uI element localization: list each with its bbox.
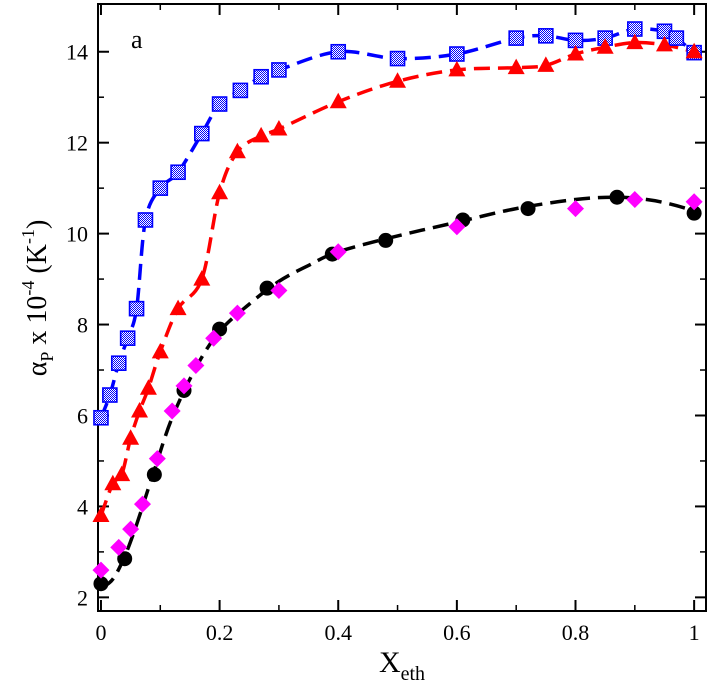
black-circles-point <box>686 205 702 221</box>
x-axis-title-sub: eth <box>401 663 425 685</box>
blue-squares-point <box>668 30 685 46</box>
magenta-diamonds-point <box>163 402 181 420</box>
magenta-diamonds-point <box>626 191 644 209</box>
black-circles-point <box>93 576 109 592</box>
red-triangles-point <box>122 429 140 445</box>
red-triangles-point <box>448 60 466 77</box>
red-triangles-point <box>151 342 169 359</box>
magenta-diamonds-point <box>228 304 246 322</box>
red-triangles-point <box>329 92 347 109</box>
y-axis-title-mid: x 10 <box>22 296 53 352</box>
blue-squares-point <box>93 409 109 426</box>
magenta-diamonds-point <box>270 281 288 299</box>
red-triangles-point <box>211 183 229 200</box>
blue-squares-point <box>119 330 136 346</box>
x-tick-label: 0 <box>95 620 106 645</box>
magenta-diamonds-point <box>133 495 151 513</box>
blue-squares-point <box>211 96 228 112</box>
blue-squares-point <box>449 46 465 62</box>
black-circles-point <box>378 232 394 248</box>
y-tick-label: 8 <box>77 313 88 338</box>
panel-label: a <box>131 25 143 54</box>
x-axis-title: Xeth <box>379 646 425 685</box>
blue-squares-point <box>128 300 145 317</box>
y-tick-label: 14 <box>66 40 88 65</box>
red-triangles-point <box>113 465 131 482</box>
blue-squares-point <box>508 30 524 46</box>
black-circles-point <box>520 201 536 217</box>
black-circles-point <box>117 551 133 567</box>
plot-background <box>97 3 707 612</box>
blue-squares-point <box>137 212 154 228</box>
blue-squares-point <box>232 82 249 99</box>
blue-squares-point <box>389 50 406 67</box>
magenta-diamonds-point <box>92 561 110 579</box>
y-axis-title-sub: P <box>37 352 57 362</box>
y-tick-label: 6 <box>77 403 88 428</box>
black-circles-point <box>609 189 625 205</box>
magenta-diamonds-point <box>175 377 193 395</box>
red-triangles-point <box>131 401 149 418</box>
magenta-diamonds-point <box>110 538 128 556</box>
blue-squares-point <box>110 355 127 371</box>
plot-frame <box>97 3 707 612</box>
red-triangles-point <box>685 42 703 59</box>
red-triangles-point <box>537 56 555 72</box>
magenta-diamonds-point <box>122 520 140 538</box>
black-circles-point <box>146 467 162 483</box>
blue-squares-point <box>538 28 554 44</box>
y-axis-title-unit-open: (K <box>22 244 53 281</box>
red-triangles-point <box>193 270 211 286</box>
red-triangles-point <box>389 72 407 88</box>
y-tick-label: 12 <box>66 131 88 156</box>
y-axis-title-exp: -4 <box>18 281 38 296</box>
red-triangles-point <box>252 126 270 143</box>
y-axis-title: αP x 10-4 (K-1) <box>18 220 57 377</box>
y-tick-label: 4 <box>77 494 88 519</box>
blue-squares-point <box>194 125 210 142</box>
data-series <box>92 21 703 592</box>
y-axis-title-unit-close: ) <box>22 220 53 229</box>
y-tick-label: 10 <box>66 222 88 247</box>
y-axis-title-unit-exp: -1 <box>18 229 38 244</box>
black-circles-point <box>259 280 275 296</box>
magenta-diamonds-point <box>148 450 166 468</box>
red-triangles-point <box>169 299 187 316</box>
red-triangles-point <box>626 33 644 50</box>
magenta-diamonds-point <box>329 243 347 261</box>
y-axis-title-symbol: α <box>22 361 53 376</box>
red-triangles-point <box>139 379 157 395</box>
blue-squares-point <box>253 68 269 85</box>
magenta-diamonds-point <box>205 329 223 347</box>
x-tick-label: 0.8 <box>562 620 590 645</box>
blue-squares-point <box>271 62 287 78</box>
red-triangles-point <box>596 38 614 54</box>
y-tick-label: 2 <box>77 585 88 610</box>
red-triangles-point <box>655 35 673 52</box>
red-triangles-point <box>228 142 246 159</box>
magenta-diamonds-point <box>448 218 466 236</box>
red-triangles-point <box>92 506 110 523</box>
blue-squares-point <box>152 180 169 196</box>
x-axis-title-main: X <box>379 646 401 679</box>
blue-squares-point <box>170 164 186 181</box>
red-triangles-point <box>104 474 122 491</box>
axis-ticks <box>98 4 706 611</box>
x-tick-label: 1 <box>689 620 700 645</box>
red-triangles-point <box>567 45 585 61</box>
x-tick-label: 0.6 <box>443 620 471 645</box>
blue-squares-point <box>330 43 347 60</box>
blue-squares-point <box>102 387 118 403</box>
magenta-diamonds-point <box>187 356 205 374</box>
red-triangles-point <box>507 58 525 75</box>
magenta-diamonds-point <box>685 193 703 211</box>
x-tick-label: 0.4 <box>324 620 352 645</box>
red-triangles-point <box>270 120 288 136</box>
x-tick-label: 0.2 <box>206 620 234 645</box>
magenta-diamonds-point <box>567 200 585 218</box>
